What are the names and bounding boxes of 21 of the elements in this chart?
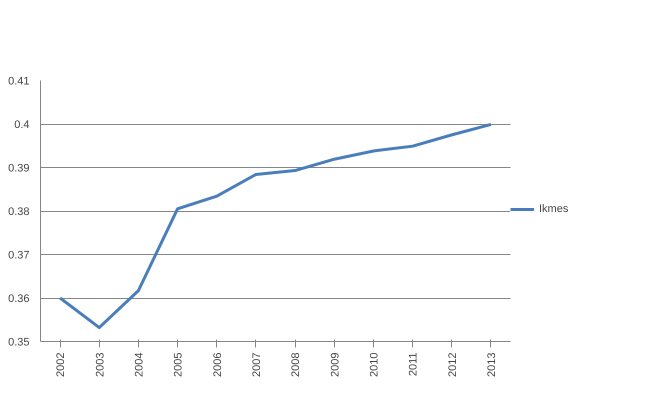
x-tick-label: 2009 xyxy=(329,352,342,377)
x-tick-label: 2011 xyxy=(408,352,420,376)
y-tick-label: 0.35 xyxy=(8,336,30,348)
y-tick-label: 0.38 xyxy=(8,206,30,218)
y-tick-label: 0.37 xyxy=(8,250,30,262)
y-tick-label: 0.4 xyxy=(14,119,30,131)
line-series xyxy=(58,122,492,330)
x-tick-label: 2005 xyxy=(172,352,185,377)
x-tick-label: 2004 xyxy=(133,352,146,377)
x-tick-label: 2010 xyxy=(368,352,380,377)
x-tick-label: 2013 xyxy=(486,352,498,377)
y-tick-label: 0.41 xyxy=(8,76,30,88)
x-tick-label: 2008 xyxy=(290,352,302,377)
legend-label: Ikmes xyxy=(539,203,569,215)
x-tick-label: 2003 xyxy=(94,352,106,377)
y-tick-label: 0.36 xyxy=(8,293,30,305)
x-tick-label: 2012 xyxy=(446,352,459,377)
x-tick-label: 2007 xyxy=(250,352,263,377)
x-tick-label: 2006 xyxy=(212,352,224,377)
x-tick-label: 2002 xyxy=(55,352,68,377)
y-tick-label: 0.39 xyxy=(8,162,30,174)
